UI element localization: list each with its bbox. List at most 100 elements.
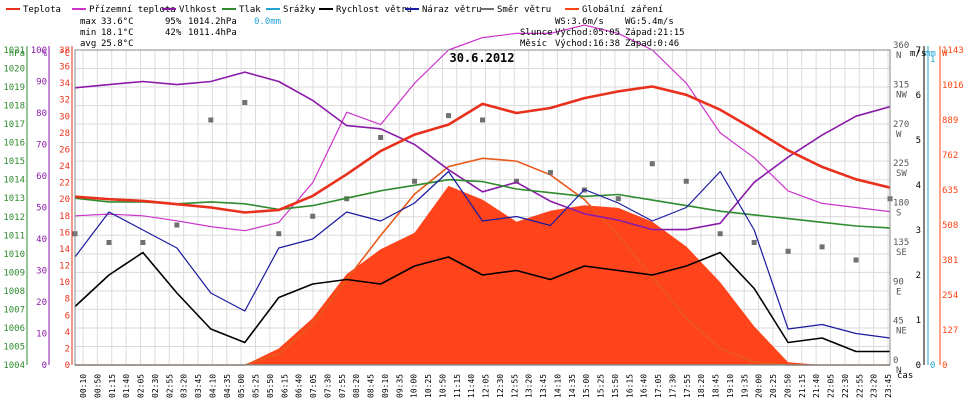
- axis-degc-tick: 28: [59, 129, 70, 139]
- x-tick-label: 08:45: [367, 374, 376, 398]
- axis-pct-tick: 0: [42, 361, 47, 371]
- axis-degc-tick: 2: [65, 344, 70, 354]
- axis-degc-tick: 20: [59, 195, 70, 205]
- axis-pct-tick: 100: [31, 46, 47, 56]
- x-tick-label: 13:20: [525, 374, 534, 398]
- axis-hpa-tick: 1006: [3, 324, 25, 334]
- wind-direction-point: [547, 170, 553, 175]
- axis-w-tick: 254: [942, 291, 958, 301]
- axis-hpa-tick: 1004: [3, 361, 25, 371]
- legend-label: Teplota: [23, 5, 61, 15]
- x-tick-label: 06:15: [280, 374, 289, 398]
- x-tick-label: 05:25: [252, 374, 261, 398]
- axis-degc-tick: 36: [59, 63, 70, 73]
- x-tick-label: 23:20: [870, 374, 879, 398]
- x-tick-label: 17:05: [654, 374, 663, 398]
- axis-hpa-tick: 1007: [3, 305, 25, 315]
- axis-degc-tick: 0: [65, 361, 70, 371]
- wind-direction-point: [174, 222, 180, 228]
- axis-ms-tick: 7: [916, 46, 921, 56]
- stat-min-label: min: [80, 28, 96, 38]
- stat-avg-label: avg: [80, 39, 96, 49]
- y-axes: hPa1004100510061007100810091010101110121…: [3, 41, 963, 376]
- axis-pct-unit: %: [42, 49, 48, 59]
- axis-hpa-tick: 1019: [3, 83, 25, 93]
- x-tick-label: 15:00: [582, 374, 591, 398]
- wind-direction-point: [513, 178, 519, 184]
- legend-label: Přízemní teplota: [89, 5, 176, 15]
- x-tick-label: 00:10: [79, 374, 88, 398]
- wind-direction-point: [208, 117, 214, 123]
- x-tick-label: 06:40: [295, 374, 304, 398]
- axis-hpa-tick: 1011: [3, 231, 25, 241]
- x-tick-label: 09:35: [395, 374, 404, 398]
- legend-label: Tlak: [239, 5, 261, 15]
- axis-dir-label: E: [896, 287, 901, 297]
- series-prizemni-teplota: [74, 24, 891, 232]
- x-tick-label: 14:35: [568, 374, 577, 398]
- series-tlak: [74, 178, 891, 229]
- stat-max-press: 1014.2hPa: [188, 17, 237, 27]
- x-tick-label: 01:40: [122, 374, 131, 398]
- x-tick-label: 10:25: [424, 374, 433, 398]
- x-tick-label: 12:55: [510, 374, 519, 398]
- stat-ws: WS:3.6m/s: [555, 17, 604, 27]
- wind-direction-point: [819, 244, 825, 250]
- x-tick-label: 13:45: [539, 374, 548, 398]
- x-tick-label: 20:50: [783, 374, 792, 398]
- x-tick-label: 12:30: [496, 374, 505, 398]
- axis-dir-label: N: [896, 366, 901, 376]
- axis-degc-tick: 10: [59, 278, 70, 288]
- wind-direction-point: [785, 248, 791, 254]
- x-tick-label: 22:30: [841, 374, 850, 398]
- x-tick-label: 05:50: [266, 374, 275, 398]
- x-tick-label: 04:35: [223, 374, 232, 398]
- stat-max-hum: 95%: [165, 17, 182, 27]
- axis-degc-tick: 12: [59, 262, 70, 272]
- axis-ms-tick: 3: [916, 226, 921, 236]
- axis-pct-tick: 80: [36, 109, 47, 119]
- axis-dir-label: SW: [896, 169, 907, 179]
- series-teplota: [74, 85, 891, 214]
- stats-panel: max 33.6°C 95% 1014.2hPa 0.0mm min 18.1°…: [80, 17, 685, 49]
- axis-hpa-tick: 1016: [3, 139, 25, 149]
- axis-degc-tick: 30: [59, 112, 70, 122]
- axis-hpa-tick: 1013: [3, 194, 25, 204]
- wind-direction-point: [615, 196, 621, 202]
- axis-ms-tick: 6: [916, 91, 921, 101]
- axis-ms-tick: 5: [916, 136, 921, 146]
- wind-direction-point: [378, 135, 384, 140]
- wind-direction-point: [310, 213, 316, 219]
- wind-direction-point: [140, 240, 146, 245]
- axis-dir-label: S: [896, 209, 901, 219]
- x-tick-label: 05:00: [237, 374, 246, 398]
- series-rychlost-vetru: [74, 251, 890, 353]
- series-naraz-vetru: [74, 170, 891, 339]
- axis-w-tick: 635: [942, 186, 958, 196]
- legend-label: Směr větru: [497, 5, 551, 15]
- legend-label: Srážky: [283, 5, 316, 15]
- axis-hpa-tick: 1005: [3, 342, 25, 352]
- x-tick-label: 21:15: [798, 374, 807, 398]
- x-tick-label: 16:15: [625, 374, 634, 398]
- axis-pct-tick: 40: [36, 235, 47, 245]
- x-tick-label: 14:10: [553, 374, 562, 398]
- x-tick-label: 22:55: [855, 374, 864, 398]
- axis-degc-tick: 22: [59, 179, 70, 189]
- axis-mm-tick: 1: [930, 55, 935, 65]
- chart-title: 30.6.2012: [449, 51, 514, 65]
- x-tick-label: 03:20: [180, 374, 189, 398]
- series-vlhkost: [74, 71, 891, 231]
- axis-dir-tick: 90: [893, 277, 904, 287]
- x-tick-label: 07:05: [309, 374, 318, 398]
- x-tick-label: 20:00: [755, 374, 764, 398]
- wind-direction-point: [412, 178, 418, 184]
- wind-direction-point: [106, 240, 112, 245]
- x-tick-label: 19:10: [726, 374, 735, 398]
- axis-w-unit: W: [942, 49, 948, 59]
- wind-direction-point: [683, 178, 689, 184]
- axis-w-tick: 0: [942, 361, 947, 371]
- axis-hpa-tick: 1012: [3, 213, 25, 223]
- x-tick-label: 10:50: [438, 374, 447, 398]
